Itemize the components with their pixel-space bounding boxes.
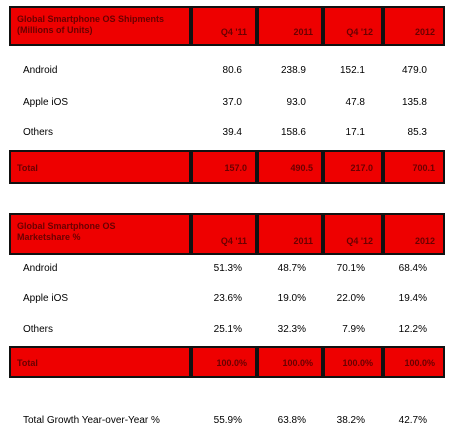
cell-value: 19.0% — [277, 293, 306, 304]
header-col-cell: 2012 — [383, 6, 445, 46]
row-label: Others — [23, 324, 54, 335]
shipments-table: Global Smartphone OS Shipments (Millions… — [9, 6, 445, 184]
row-label: Android — [23, 263, 58, 274]
total-value: 100.0% — [216, 358, 247, 368]
row-label: Total Growth Year-over-Year % — [23, 415, 160, 426]
total-value: 100.0% — [282, 358, 313, 368]
table-row: Android 51.3% 48.7% 70.1% 68.4% — [9, 258, 445, 280]
table-row: Others 25.1% 32.3% 7.9% 12.2% — [9, 319, 445, 341]
table-row: Apple iOS 37.0 93.0 47.8 135.8 — [9, 92, 445, 114]
cell-value: 70.1% — [336, 263, 365, 274]
total-value: 700.1 — [412, 163, 435, 173]
cell-value: 38.2% — [336, 415, 365, 426]
total-cell: 100.0% — [383, 346, 445, 378]
total-value: 217.0 — [350, 163, 373, 173]
total-value: 100.0% — [342, 358, 373, 368]
header-col-cell: Q4 '12 — [323, 6, 383, 46]
column-header: Q4 '11 — [220, 236, 247, 246]
cell-value: 238.9 — [280, 65, 306, 76]
header-col-cell: Q4 '11 — [191, 213, 257, 255]
total-row: Total 157.0 490.5 217.0 700.1 — [9, 150, 445, 184]
table-row: Apple iOS 23.6% 19.0% 22.0% 19.4% — [9, 288, 445, 310]
column-header: 2012 — [414, 27, 435, 37]
column-header: Q4 '12 — [346, 236, 373, 246]
header-col-cell: Q4 '11 — [191, 6, 257, 46]
cell-value: 48.7% — [277, 263, 306, 274]
column-header: 2012 — [414, 236, 435, 246]
cell-value: 63.8% — [277, 415, 306, 426]
total-label-cell: Total — [9, 150, 191, 184]
header-col-cell: 2012 — [383, 213, 445, 255]
row-label: Others — [23, 127, 54, 138]
total-cell: 100.0% — [257, 346, 323, 378]
table-row: Android 80.6 238.9 152.1 479.0 — [9, 60, 445, 82]
cell-value: 85.3 — [407, 127, 427, 138]
cell-value: 23.6% — [213, 293, 242, 304]
column-header: Q4 '11 — [220, 27, 247, 37]
cell-value: 93.0 — [286, 97, 306, 108]
cell-value: 152.1 — [339, 65, 365, 76]
column-header: 2011 — [293, 236, 313, 246]
cell-value: 19.4% — [398, 293, 427, 304]
header-label-cell: Global Smartphone OS Shipments (Millions… — [9, 6, 191, 46]
column-header: Q4 '12 — [346, 27, 373, 37]
header-col-cell: 2011 — [257, 6, 323, 46]
cell-value: 158.6 — [280, 127, 306, 138]
cell-value: 68.4% — [398, 263, 427, 274]
table-header: Global Smartphone OS Marketshare % Q4 '1… — [9, 213, 445, 255]
total-cell: 100.0% — [191, 346, 257, 378]
row-label: Apple iOS — [23, 97, 69, 108]
cell-value: 22.0% — [336, 293, 365, 304]
total-cell: 157.0 — [191, 150, 257, 184]
cell-value: 51.3% — [213, 263, 242, 274]
total-value: 100.0% — [404, 358, 435, 368]
cell-value: 25.1% — [213, 324, 242, 335]
cell-value: 37.0 — [222, 97, 242, 108]
cell-value: 80.6 — [222, 65, 242, 76]
table-row: Others 39.4 158.6 17.1 85.3 — [9, 122, 445, 144]
total-cell: 100.0% — [323, 346, 383, 378]
cell-value: 17.1 — [345, 127, 365, 138]
cell-value: 479.0 — [401, 65, 427, 76]
cell-value: 47.8 — [345, 97, 365, 108]
total-label: Total — [17, 163, 38, 173]
total-value: 157.0 — [224, 163, 247, 173]
total-value: 490.5 — [290, 163, 313, 173]
marketshare-table: Global Smartphone OS Marketshare % Q4 '1… — [9, 213, 445, 383]
header-label: Global Smartphone OS Marketshare % — [17, 221, 116, 242]
row-label: Android — [23, 65, 58, 76]
total-cell: 490.5 — [257, 150, 323, 184]
cell-value: 39.4 — [222, 127, 242, 138]
total-cell: 217.0 — [323, 150, 383, 184]
header-col-cell: 2011 — [257, 213, 323, 255]
header-label: Global Smartphone OS Shipments (Millions… — [17, 14, 165, 35]
cell-value: 42.7% — [398, 415, 427, 426]
cell-value: 55.9% — [213, 415, 242, 426]
cell-value: 7.9% — [342, 324, 365, 335]
cell-value: 135.8 — [401, 97, 427, 108]
cell-value: 12.2% — [398, 324, 427, 335]
row-label: Apple iOS — [23, 293, 69, 304]
total-label-cell: Total — [9, 346, 191, 378]
total-row: Total 100.0% 100.0% 100.0% 100.0% — [9, 346, 445, 378]
cell-value: 32.3% — [277, 324, 306, 335]
column-header: 2011 — [293, 27, 313, 37]
header-col-cell: Q4 '12 — [323, 213, 383, 255]
growth-row: Total Growth Year-over-Year % 55.9% 63.8… — [9, 410, 445, 432]
table-header: Global Smartphone OS Shipments (Millions… — [9, 6, 445, 46]
total-cell: 700.1 — [383, 150, 445, 184]
growth-section: Total Growth Year-over-Year % 55.9% 63.8… — [9, 410, 445, 434]
header-label-cell: Global Smartphone OS Marketshare % — [9, 213, 191, 255]
total-label: Total — [17, 358, 38, 368]
